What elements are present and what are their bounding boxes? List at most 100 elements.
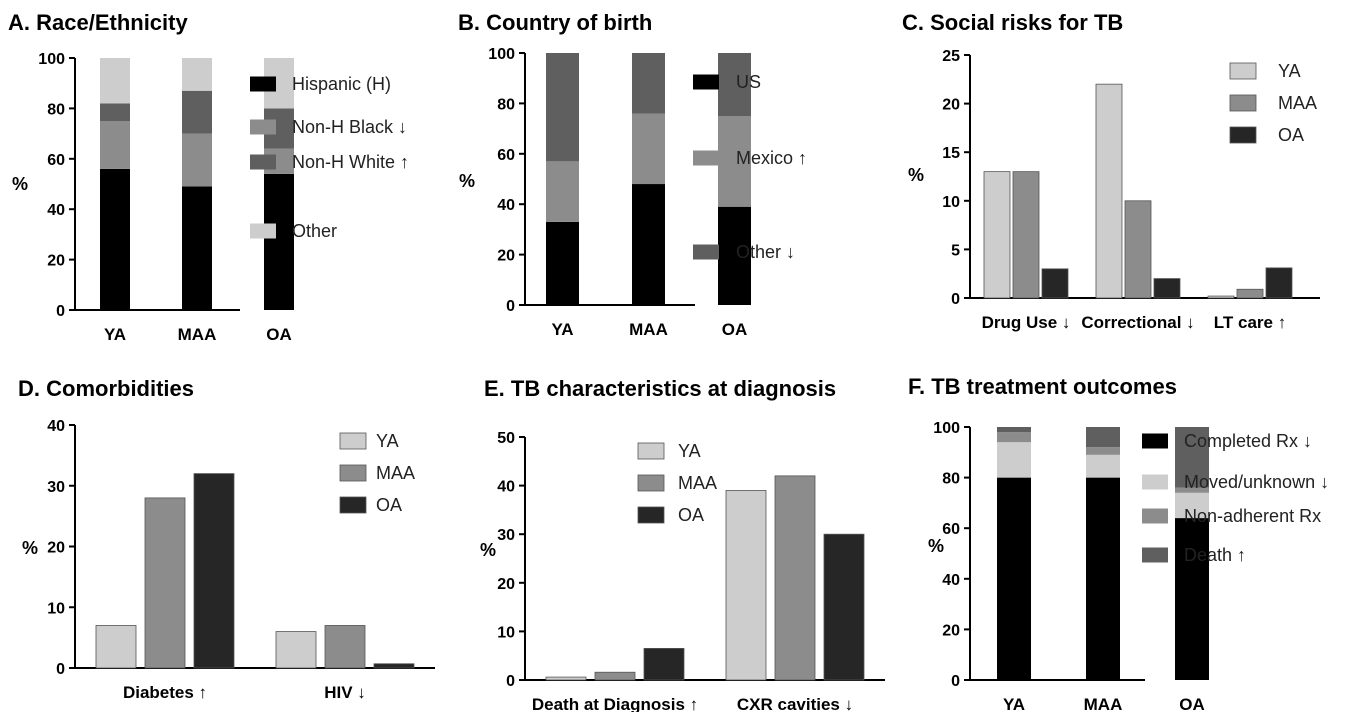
y-tick-label: 20	[497, 248, 515, 265]
bar-segment	[1175, 518, 1209, 680]
y-tick-label: 0	[56, 303, 65, 320]
bar-segment	[1175, 492, 1209, 519]
y-tick-label: 40	[942, 572, 960, 589]
y-tick-label: 80	[47, 101, 65, 118]
bar	[983, 171, 1011, 299]
bar	[823, 533, 865, 681]
bar-segment	[997, 432, 1031, 443]
bar-segment	[1086, 427, 1120, 448]
bar	[1012, 171, 1040, 299]
y-tick-label: 100	[933, 420, 960, 437]
category-label: MAA	[1084, 695, 1123, 712]
legend-swatch	[339, 432, 367, 450]
category-label: MAA	[178, 325, 217, 344]
legend-label: US	[736, 72, 761, 92]
bar-segment	[546, 221, 579, 305]
bar	[324, 625, 366, 669]
y-tick-label: 0	[506, 298, 515, 315]
legend-label: MAA	[376, 463, 415, 483]
legend-label: Non-adherent Rx	[1184, 506, 1321, 526]
panel-treatment-outcomes: F. TB treatment outcomes 0 20 40 60 80 100% YA…	[900, 356, 1353, 712]
y-axis-label: %	[22, 538, 38, 558]
legend-swatch	[1142, 547, 1168, 563]
legend-label: Other ↓	[736, 242, 795, 262]
y-tick-label: 40	[47, 418, 65, 435]
legend-swatch	[250, 223, 276, 239]
legend-swatch	[693, 74, 719, 90]
chart-plot: 0 20 40 60 80 100% YA MAA OA Hispanic (H) Non-H Bl…	[12, 51, 409, 344]
bar-segment	[1175, 487, 1209, 493]
panel-title: B. Country of birth	[458, 10, 653, 35]
panel-social-risks: C. Social risks for TB 0 5 10 15 20 25% Drug U…	[900, 0, 1353, 356]
y-axis-label: %	[459, 171, 475, 191]
bar-segment	[632, 113, 665, 185]
legend-swatch	[693, 244, 719, 260]
chart-plot: 0 20 40 60 80 100% YA MAA OA US Mexico ↑ Other ↓	[459, 46, 807, 339]
category-label: OA	[266, 325, 292, 344]
legend-label: OA	[1278, 125, 1304, 145]
legend-label: Other	[292, 221, 337, 241]
bar	[373, 663, 415, 669]
y-tick-label: 100	[38, 51, 65, 68]
y-tick-label: 0	[951, 291, 960, 308]
category-label: OA	[1179, 695, 1205, 712]
y-tick-label: 0	[951, 673, 960, 690]
legend-label: YA	[376, 431, 399, 451]
y-tick-label: 60	[942, 521, 960, 538]
y-tick-label: 0	[56, 661, 65, 678]
legend-swatch	[1229, 126, 1257, 144]
bar	[275, 631, 317, 669]
y-tick-label: 20	[47, 540, 65, 557]
panel-race-ethnicity: A. Race/Ethnicity 0 20 40 60 80 100% YA MAA OA Hi…	[0, 0, 450, 356]
bar-segment	[100, 103, 130, 121]
bar-segment	[182, 58, 212, 91]
y-tick-label: 30	[497, 527, 515, 544]
y-axis-label: %	[480, 540, 496, 560]
y-tick-label: 80	[497, 96, 515, 113]
legend-label: Non-H White ↑	[292, 152, 409, 172]
bar	[144, 497, 186, 669]
panel-title: E. TB characteristics at diagnosis	[484, 376, 837, 401]
panel-title: D. Comorbidities	[18, 376, 195, 401]
y-tick-label: 20	[497, 576, 515, 593]
legend-label: Completed Rx ↓	[1184, 431, 1312, 451]
bar	[725, 490, 767, 681]
legend-label: YA	[1278, 61, 1301, 81]
y-tick-label: 60	[47, 152, 65, 169]
y-axis-label: %	[908, 165, 924, 185]
y-tick-label: 50	[497, 430, 515, 447]
legend-label: OA	[678, 505, 704, 525]
category-label: Death at Diagnosis ↑	[532, 695, 698, 712]
bar-segment	[100, 58, 130, 104]
bar	[1236, 288, 1264, 299]
category-label: Correctional ↓	[1081, 313, 1194, 332]
panel-title: A. Race/Ethnicity	[8, 10, 188, 35]
bar	[545, 676, 587, 681]
chart-plot: 0 10 20 30 40% Diabetes ↑ HIV ↓ YA MAA OA	[22, 418, 435, 702]
legend: YA MAA OA	[339, 431, 415, 515]
y-axis-label: %	[12, 174, 28, 194]
bar-segment	[632, 53, 665, 114]
legend-label: OA	[376, 495, 402, 515]
bar	[1207, 295, 1235, 299]
y-tick-label: 20	[942, 622, 960, 639]
panel-title: C. Social risks for TB	[902, 10, 1124, 35]
y-tick-label: 30	[47, 479, 65, 496]
category-label: HIV ↓	[324, 683, 366, 702]
legend-label: Non-H Black ↓	[292, 117, 407, 137]
y-tick-label: 40	[497, 197, 515, 214]
legend-label: MAA	[1278, 93, 1317, 113]
legend-label: MAA	[678, 473, 717, 493]
legend-swatch	[693, 150, 719, 166]
legend-swatch	[637, 442, 665, 460]
legend: Hispanic (H) Non-H Black ↓ Non-H White ↑ Ot…	[250, 74, 409, 241]
bar	[1153, 278, 1181, 299]
bar-segment	[182, 90, 212, 134]
bar-segment	[718, 206, 751, 305]
y-tick-label: 40	[497, 479, 515, 496]
bar-segment	[997, 442, 1031, 478]
social-risks-chart: 0 5 10 15 20 25% Drug Use ↓ Correctional ↓ LT ca…	[908, 48, 1320, 332]
panel-tb-characteristics: E. TB characteristics at diagnosis 0 10 20…	[450, 356, 900, 712]
legend-swatch	[637, 506, 665, 524]
bar-segment	[997, 427, 1031, 433]
